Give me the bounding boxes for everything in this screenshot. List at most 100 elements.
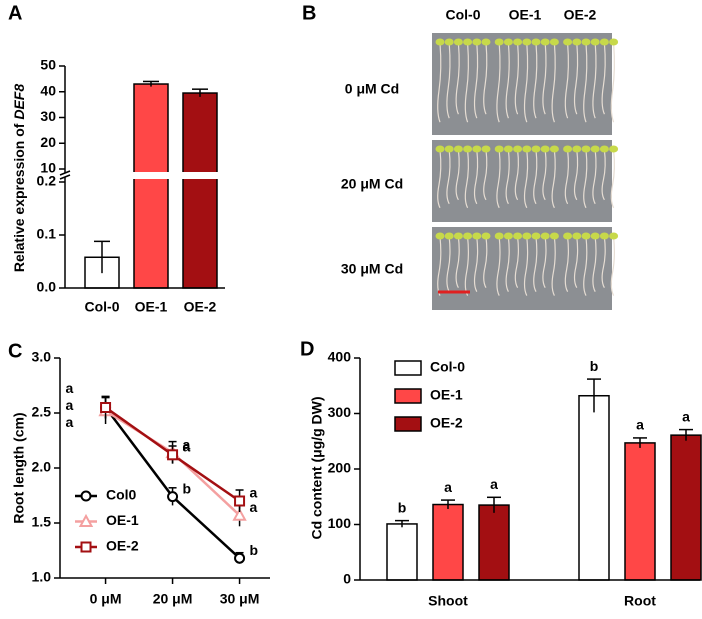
seedling-leaf	[540, 232, 550, 240]
seedling-leaf	[599, 38, 609, 46]
column-label: OE-1	[509, 7, 542, 23]
point	[234, 552, 246, 564]
bar	[182, 92, 218, 289]
bar	[670, 434, 702, 581]
row-label: 0 μM Cd	[345, 81, 399, 97]
seedling-leaf	[531, 38, 541, 46]
significance-letter: a	[183, 436, 191, 452]
legend-label: OE-1	[430, 387, 463, 403]
seedling-leaf	[435, 145, 445, 153]
seedling-root	[514, 236, 519, 288]
row-label: 30 μM Cd	[341, 261, 403, 277]
significance-letter: b	[398, 499, 407, 515]
seedling-root	[464, 236, 469, 296]
axis-break-gap	[132, 172, 170, 179]
x-tick-label: OE-1	[135, 299, 168, 315]
seedling-root	[464, 42, 469, 123]
y-tick-label: 40	[40, 82, 56, 98]
seedling-root	[514, 42, 519, 115]
legend-marker	[80, 490, 92, 502]
seedling-leaf	[444, 145, 454, 153]
seedling-leaf	[503, 38, 513, 46]
seedling-root	[592, 42, 597, 119]
seedling-root	[473, 42, 479, 119]
seedling-leaf	[549, 145, 559, 153]
significance-letter: a	[66, 414, 74, 430]
seedling-root	[505, 42, 510, 119]
legend-label: Col0	[106, 487, 137, 503]
significance-letter: a	[682, 408, 690, 424]
seedling-leaf	[494, 38, 504, 46]
seedling-leaf	[609, 145, 619, 153]
photo-panel	[432, 140, 612, 222]
seedling-root	[473, 149, 479, 205]
x-tick-label: 0 μM	[90, 591, 122, 607]
y-tick-label: 0.1	[37, 226, 57, 242]
seedling-leaf	[572, 38, 582, 46]
seedling-root	[542, 42, 547, 115]
legend-label: OE-1	[106, 512, 139, 528]
seedling-leaf	[599, 232, 609, 240]
seedling-leaf	[481, 232, 491, 240]
y-tick-label: 300	[328, 404, 352, 420]
significance-letter: a	[183, 439, 191, 455]
seedling-root	[437, 236, 442, 296]
axis-break	[59, 170, 71, 176]
y-tick-label: 30	[40, 108, 56, 124]
significance-letter: a	[636, 417, 644, 433]
seedling-leaf	[540, 38, 550, 46]
legend-label: OE-2	[430, 415, 463, 431]
seedling-leaf	[494, 145, 504, 153]
seedling-leaf	[572, 145, 582, 153]
y-tick-label: 0.0	[37, 279, 57, 295]
seedling-root	[592, 149, 597, 205]
x-tick-label: Root	[624, 593, 656, 609]
seedling-root	[446, 149, 451, 205]
seedling-leaf	[453, 145, 463, 153]
seedling-leaf	[463, 232, 473, 240]
seedling-root	[514, 149, 519, 201]
y-tick-label: 50	[40, 57, 56, 73]
seedling-leaf	[563, 145, 573, 153]
seedling-root	[446, 236, 451, 292]
seedling-leaf	[590, 145, 600, 153]
seedling-leaf	[540, 145, 550, 153]
seedling-leaf	[572, 232, 582, 240]
seedling-leaf	[522, 145, 532, 153]
y-tick-label: 1.0	[32, 569, 52, 585]
seedling-root	[592, 236, 597, 292]
seedling-root	[551, 42, 556, 123]
seedling-root	[496, 42, 501, 123]
seedling-leaf	[563, 38, 573, 46]
y-tick-label: 0.2	[37, 173, 57, 189]
significance-letter: b	[183, 480, 192, 496]
seedling-leaf	[503, 232, 513, 240]
seedling-leaf	[481, 145, 491, 153]
y-tick-label: 3.0	[32, 349, 52, 365]
seedling-root	[533, 236, 538, 292]
legend-swatch	[394, 360, 422, 376]
y-axis-label: Cd content (μg/g DW)	[309, 396, 325, 539]
seedling-root	[583, 149, 588, 209]
seedling-leaf	[522, 38, 532, 46]
seedling-root	[437, 149, 442, 209]
photo-panel	[432, 33, 612, 135]
seedling-leaf	[549, 38, 559, 46]
significance-letter: a	[444, 479, 452, 495]
y-tick-label: 10	[40, 160, 56, 176]
series-line	[104, 406, 241, 560]
seedling-leaf	[522, 232, 532, 240]
y-label-gene: DEF8	[11, 84, 27, 120]
bar	[478, 504, 510, 581]
column-label: OE-2	[564, 7, 597, 23]
seedling-root	[473, 236, 479, 292]
y-label-text: Relative expression of	[11, 123, 27, 272]
significance-letter: a	[66, 397, 74, 413]
column-label: Col-0	[446, 7, 481, 23]
seedling-root	[446, 42, 451, 119]
panel-label: D	[300, 338, 314, 360]
seedling-root	[583, 236, 588, 296]
row-label: 20 μM Cd	[341, 176, 403, 192]
